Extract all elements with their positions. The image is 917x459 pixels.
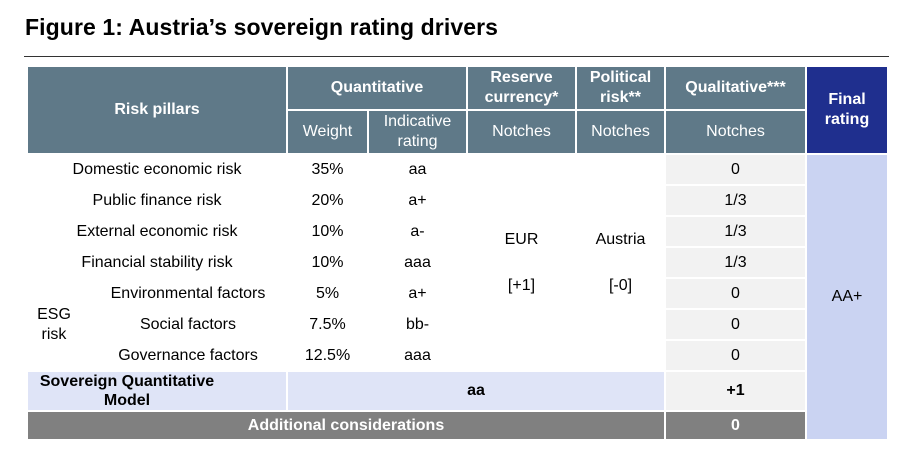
esg-factor-label: Environmental factors <box>88 277 288 310</box>
title-divider <box>24 56 889 57</box>
qualitative-notch: 1/3 <box>664 184 807 217</box>
pillar-indicative-rating: aa <box>367 153 468 186</box>
additional-considerations-value: 0 <box>664 410 807 441</box>
pillar-indicative-rating: a+ <box>367 184 468 217</box>
sqm-label: Sovereign Quantitative Model <box>26 370 288 412</box>
pillar-label: Domestic economic risk <box>26 153 288 186</box>
header-risk-pillars: Risk pillars <box>26 65 288 155</box>
pillar-label: Public finance risk <box>26 184 288 217</box>
reserve-currency-notches: [+1] <box>507 276 536 294</box>
qualitative-notch: 0 <box>664 153 807 186</box>
rating-drivers-table: Risk pillars Quantitative Reserve curren… <box>26 65 889 441</box>
header-final-rating: Final rating <box>805 65 889 155</box>
qualitative-notch: 1/3 <box>664 246 807 279</box>
qualitative-notch: 0 <box>664 339 807 372</box>
header-qualitative-notches: Notches <box>664 109 807 155</box>
pillar-label: Financial stability risk <box>26 246 288 279</box>
esg-factor-weight: 12.5% <box>286 339 369 372</box>
reserve-currency-name: EUR <box>504 230 539 248</box>
qualitative-notch: 0 <box>664 308 807 341</box>
political-risk-notches: [-0] <box>608 276 633 294</box>
final-rating-value: AA+ <box>805 153 889 441</box>
pillar-indicative-rating: a- <box>367 215 468 248</box>
header-political-risk: Political risk** <box>575 65 666 111</box>
esg-factor-label: Social factors <box>88 308 288 341</box>
header-reserve-notches: Notches <box>466 109 577 155</box>
esg-factor-label: Governance factors <box>88 339 288 372</box>
sqm-value: aa <box>286 370 666 412</box>
pillar-indicative-rating: aaa <box>367 246 468 279</box>
pillar-label: External economic risk <box>26 215 288 248</box>
pillar-weight: 35% <box>286 153 369 186</box>
additional-considerations-label: Additional considerations <box>26 410 666 441</box>
esg-factor-rating: bb- <box>367 308 468 341</box>
qualitative-notch: 0 <box>664 277 807 310</box>
header-quantitative: Quantitative <box>286 65 468 111</box>
political-risk-name: Austria <box>595 230 646 248</box>
esg-risk-label: ESG risk <box>26 277 90 372</box>
pillar-weight: 10% <box>286 215 369 248</box>
esg-factor-weight: 5% <box>286 277 369 310</box>
header-reserve-currency: Reserve currency* <box>466 65 577 111</box>
header-indicative-rating: Indicative rating <box>367 109 468 155</box>
header-weight: Weight <box>286 109 369 155</box>
figure-title: Figure 1: Austria’s sovereign rating dri… <box>25 14 499 40</box>
qualitative-notch: 1/3 <box>664 215 807 248</box>
reserve-currency-cell: EUR [+1] <box>466 153 577 372</box>
pillar-weight: 10% <box>286 246 369 279</box>
pillar-weight: 20% <box>286 184 369 217</box>
esg-factor-rating: aaa <box>367 339 468 372</box>
political-risk-cell: Austria [-0] <box>575 153 666 372</box>
sqm-notches: +1 <box>664 370 807 412</box>
esg-factor-weight: 7.5% <box>286 308 369 341</box>
esg-factor-rating: a+ <box>367 277 468 310</box>
header-qualitative: Qualitative*** <box>664 65 807 111</box>
header-political-notches: Notches <box>575 109 666 155</box>
